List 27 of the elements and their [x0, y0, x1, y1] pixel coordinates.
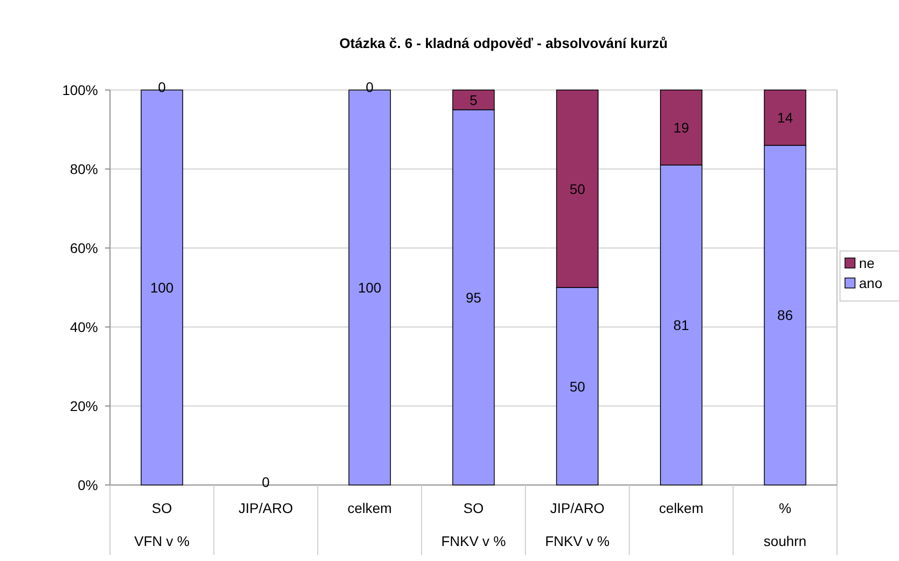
- category-label: % souhrn: [764, 500, 806, 549]
- data-label: 0: [262, 474, 270, 490]
- x-tick-label: celkem: [347, 500, 392, 516]
- chart-title: Otázka č. 6 - kladná odpověď - absolvování kurzů: [339, 35, 668, 51]
- x-tick-label: celkem: [659, 500, 704, 516]
- category-label: SO FNKV v %: [441, 500, 506, 549]
- legend-label: ano: [859, 275, 883, 291]
- y-tick-label: 0%: [78, 477, 98, 493]
- y-tick-label: 20%: [70, 398, 98, 414]
- data-label: 86: [777, 307, 794, 324]
- y-tick-label: 100%: [62, 82, 98, 98]
- data-label: 50: [570, 180, 586, 197]
- y-tick-label: 40%: [70, 319, 98, 335]
- data-label: 81: [673, 317, 690, 334]
- data-label: 14: [777, 110, 794, 126]
- x-tick-label: JIP/ARO: [238, 500, 294, 516]
- category-label: SO VFN v %: [134, 500, 190, 549]
- data-label: 100: [358, 280, 382, 296]
- data-label: 95: [466, 289, 482, 306]
- category-label: JIP/ARO FNKV v %: [545, 500, 610, 549]
- data-label: 100: [150, 280, 174, 296]
- y-tick-label: 60%: [70, 240, 98, 256]
- data-label: 5: [470, 92, 478, 108]
- data-label: 19: [673, 120, 690, 136]
- legend-label: ne: [859, 255, 875, 271]
- data-label: 50: [570, 378, 586, 394]
- y-tick-label: 80%: [70, 161, 98, 177]
